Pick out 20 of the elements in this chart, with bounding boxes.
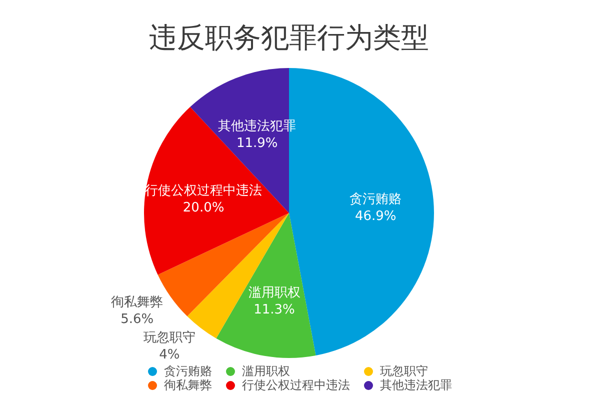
legend-label: 贪污贿赂 xyxy=(164,364,212,378)
legend-label: 滥用职权 xyxy=(242,364,290,378)
pie-slice xyxy=(216,213,316,358)
slice-label: 贪污贿赂 xyxy=(350,192,402,207)
slice-label: 玩忽职守 xyxy=(143,330,196,346)
slice-label: 徇私舞弊 xyxy=(111,294,164,310)
slice-label: 其他违法犯罪 xyxy=(218,119,296,134)
slice-label: 行使公权过程中违法 xyxy=(145,184,262,199)
legend-label: 徇私舞弊 xyxy=(164,378,212,392)
data-label: 5.6% xyxy=(120,312,154,327)
data-label: 11.9% xyxy=(236,136,278,152)
data-label: 4% xyxy=(159,347,180,362)
legend-label: 行使公权过程中违法 xyxy=(242,378,350,392)
legend-label: 玩忽职守 xyxy=(380,364,428,378)
chart-title: 违反职务犯罪行为类型 xyxy=(148,20,430,56)
legend-label: 其他违法犯罪 xyxy=(380,378,452,392)
data-label: 11.3% xyxy=(254,302,295,318)
data-label: 20.0% xyxy=(182,200,224,216)
slice-label: 滥用职权 xyxy=(248,286,300,301)
data-label: 46.9% xyxy=(354,208,396,224)
